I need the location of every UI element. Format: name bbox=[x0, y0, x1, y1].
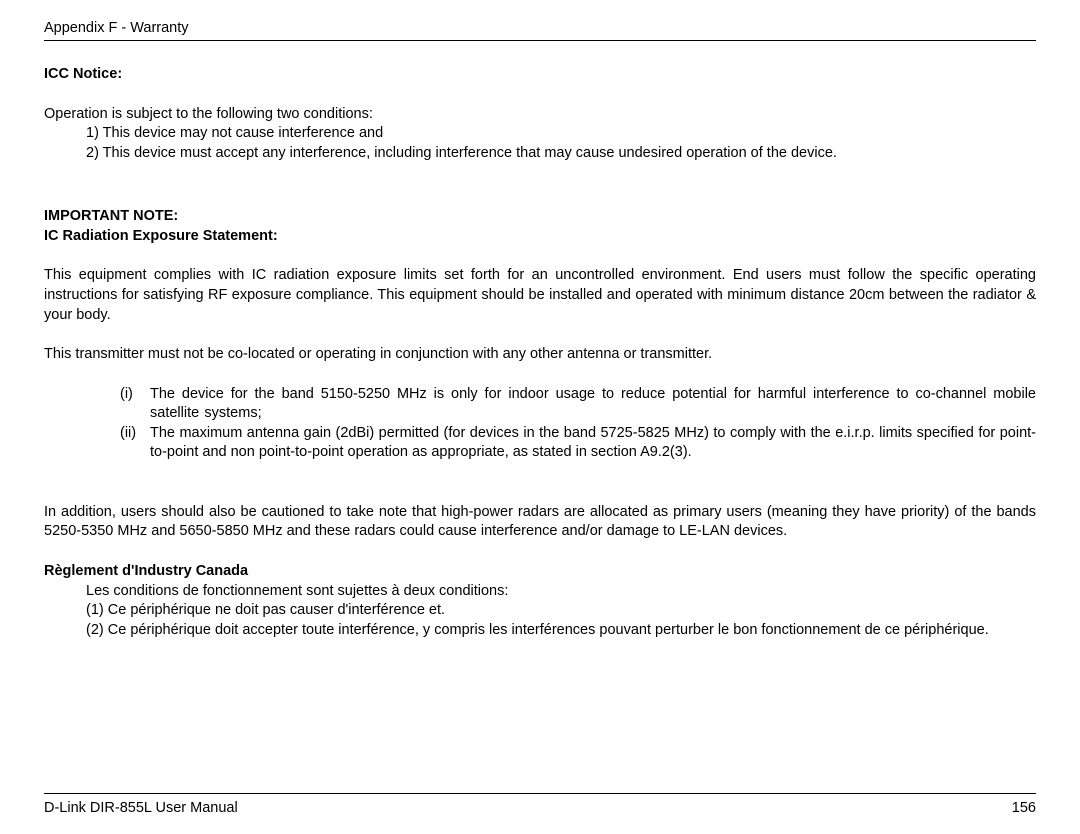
important-para-3: In addition, users should also be cautio… bbox=[44, 503, 1036, 542]
important-heading-1: IMPORTANT NOTE: bbox=[44, 207, 1036, 227]
roman-marker-i: (i) bbox=[120, 385, 150, 424]
header-title: Appendix F - Warranty bbox=[44, 20, 189, 36]
important-heading-2: IC Radiation Exposure Statement: bbox=[44, 227, 1036, 247]
page-body: ICC Notice: Operation is subject to the … bbox=[44, 41, 1036, 793]
icc-item-2: 2) This device must accept any interfere… bbox=[44, 144, 1036, 164]
roman-text-ii: The maximum antenna gain (2dBi) permitte… bbox=[150, 424, 1036, 463]
page-header: Appendix F - Warranty bbox=[44, 20, 1036, 41]
icc-item-1: 1) This device may not cause interferenc… bbox=[44, 124, 1036, 144]
reglement-item-2-text: (2) Ce périphérique doit accepter toute … bbox=[86, 622, 989, 638]
footer-left: D-Link DIR-855L User Manual bbox=[44, 800, 238, 816]
reglement-item-1: (1) Ce périphérique ne doit pas causer d… bbox=[44, 601, 1036, 621]
roman-marker-ii: (ii) bbox=[120, 424, 150, 463]
reglement-intro: Les conditions de fonctionnement sont su… bbox=[44, 582, 1036, 602]
roman-item-ii: (ii) The maximum antenna gain (2dBi) per… bbox=[120, 424, 1036, 463]
icc-heading: ICC Notice: bbox=[44, 65, 1036, 85]
icc-intro: Operation is subject to the following tw… bbox=[44, 105, 1036, 125]
roman-list: (i) The device for the band 5150-5250 MH… bbox=[44, 385, 1036, 463]
reglement-item-2: (2) Ce périphérique doit accepter toute … bbox=[68, 621, 1036, 641]
footer-page-number: 156 bbox=[1012, 800, 1036, 816]
roman-item-i: (i) The device for the band 5150-5250 MH… bbox=[120, 385, 1036, 424]
page-footer: D-Link DIR-855L User Manual 156 bbox=[44, 793, 1036, 816]
important-para-2: This transmitter must not be co-located … bbox=[44, 345, 1036, 365]
important-para-1: This equipment complies with IC radiatio… bbox=[44, 266, 1036, 325]
page: Appendix F - Warranty ICC Notice: Operat… bbox=[0, 0, 1080, 834]
reglement-heading: Règlement d'Industry Canada bbox=[44, 562, 1036, 582]
roman-text-i: The device for the band 5150-5250 MHz is… bbox=[150, 385, 1036, 424]
